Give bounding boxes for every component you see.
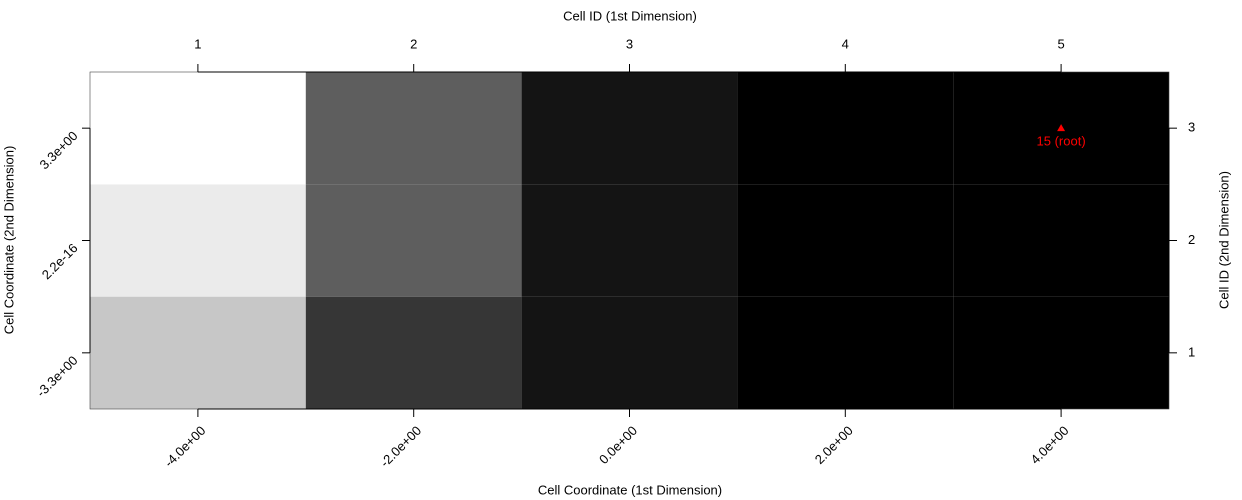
heatmap-cell [305,184,522,297]
point-marker [1057,124,1066,132]
heatmap-cell [953,296,1169,409]
x-tick-label: 4.0e+00 [1028,423,1072,467]
x-axis-label: Cell Coordinate (1st Dimension) [538,482,722,497]
heatmap-cell [90,72,306,185]
heatmap-cell [305,296,522,409]
x-tick-label: 2.0e+00 [812,423,856,467]
heatmap-cell [953,184,1169,297]
y-tick-label: 3.3e+00 [36,128,80,172]
y-tick-label: 2.2e-16 [39,240,81,282]
y2-tick-label: 3 [1188,120,1195,135]
heatmap-cell [305,72,522,185]
y-tick-label: -3.3e+00 [33,353,80,400]
x2-tick-label: 1 [194,36,201,51]
heatmap-cell [737,296,954,409]
y2-axis-label: Cell ID (2nd Dimension) [1216,171,1231,309]
x2-tick-label: 5 [1057,36,1064,51]
x2-tick-label: 4 [842,36,849,51]
x-tick-label: 0.0e+00 [596,423,640,467]
heatmap-cell [90,184,306,297]
heatmap-cell [521,296,738,409]
point-label: 15 (root) [1037,134,1086,149]
x2-tick-label: 2 [410,36,417,51]
x-tick-label: -4.0e+00 [161,423,208,470]
y2-tick-label: 2 [1188,232,1195,247]
x-tick-label: -2.0e+00 [377,423,424,470]
chart-title: Cell ID (1st Dimension) [563,8,697,23]
heatmap-cell [521,72,738,185]
heatmap-cell [521,184,738,297]
y2-tick-label: 1 [1188,344,1195,359]
heatmap-cell [737,184,954,297]
heatmap-cell [737,72,954,185]
x2-tick-label: 3 [626,36,633,51]
heatmap-cell [90,296,306,409]
y-axis-label: Cell Coordinate (2nd Dimension) [1,146,16,335]
